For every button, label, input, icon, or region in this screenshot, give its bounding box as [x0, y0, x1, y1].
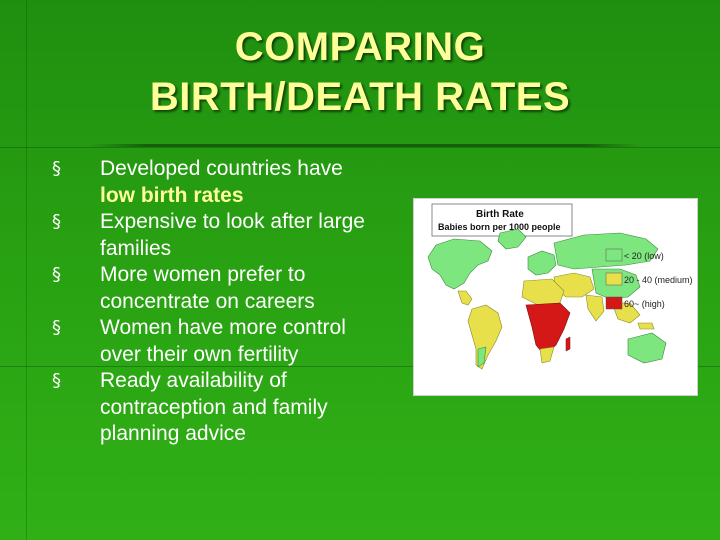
birth-rate-map: Birth Rate Babies born per 1000 people	[413, 198, 698, 396]
title-line-2: BIRTH/DEATH RATES	[149, 75, 571, 119]
title-divider	[90, 144, 640, 147]
title-line-1: COMPARING	[234, 25, 486, 69]
south-america-south-region	[477, 346, 487, 368]
madagascar-region	[565, 336, 571, 352]
bullet-item: § More women prefer to concentrate on ca…	[52, 262, 382, 315]
bullet-list: § Developed countries have low birth rat…	[52, 156, 382, 448]
bullet-marker-icon: §	[52, 317, 61, 338]
bullet-text: Expensive to look after large families	[100, 210, 365, 260]
greenland-region	[497, 228, 527, 250]
bullet-marker-icon: §	[52, 211, 61, 232]
north-america-region	[427, 238, 493, 290]
legend-swatch-low	[605, 248, 623, 262]
map-title: Birth Rate	[476, 209, 524, 220]
legend-label-high: 60~ (high)	[624, 299, 665, 309]
south-asia-region	[585, 294, 605, 322]
bullet-marker-icon: §	[52, 264, 61, 285]
slide-title: COMPARING BIRTH/DEATH RATES	[0, 22, 720, 122]
legend-swatch-medium	[605, 272, 623, 286]
south-america-region	[467, 304, 503, 370]
bullet-text: Developed countries have	[100, 157, 343, 180]
legend-label-low: < 20 (low)	[624, 251, 664, 261]
sub-saharan-africa-region	[525, 302, 571, 356]
bullet-item: § Developed countries have low birth rat…	[52, 156, 382, 209]
bullet-item: § Ready availability of contraception an…	[52, 368, 382, 448]
map-subtitle: Babies born per 1000 people	[438, 222, 561, 232]
bullet-marker-icon: §	[52, 370, 61, 391]
bullet-item: § Women have more control over their own…	[52, 315, 382, 368]
bullet-text: More women prefer to concentrate on care…	[100, 263, 315, 313]
australia-region	[627, 332, 667, 364]
world-map-graphic: Birth Rate Babies born per 1000 people	[427, 203, 693, 370]
europe-region	[527, 250, 557, 276]
bullet-item: § Expensive to look after large families	[52, 209, 382, 262]
central-america-region	[457, 290, 473, 306]
bullet-highlight: low birth rates	[100, 183, 244, 207]
bullet-marker-icon: §	[52, 158, 61, 179]
bullet-text: Ready availability of contraception and …	[100, 369, 328, 445]
oceania-islands-region	[637, 322, 655, 330]
bullet-text: Women have more control over their own f…	[100, 316, 346, 366]
legend-label-medium: 20 - 40 (medium)	[624, 275, 693, 285]
legend-swatch-high	[605, 296, 623, 310]
southern-africa-region	[539, 346, 555, 364]
